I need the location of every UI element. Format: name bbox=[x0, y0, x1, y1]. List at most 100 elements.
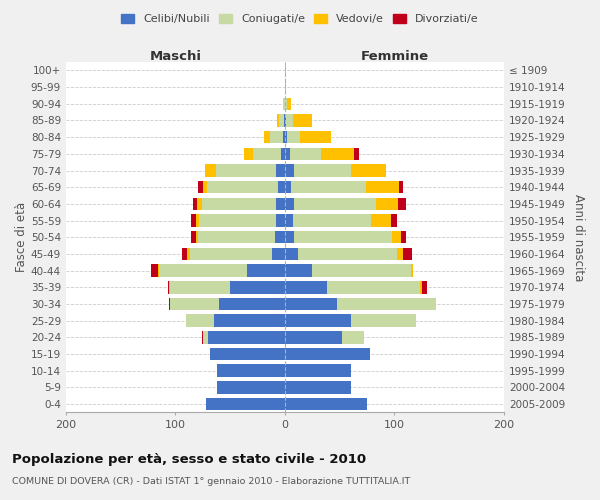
Bar bbox=[199, 214, 276, 227]
Bar bbox=[350, 164, 386, 177]
Bar bbox=[217, 364, 285, 377]
Bar bbox=[272, 248, 285, 260]
Bar bbox=[199, 181, 203, 194]
Bar bbox=[326, 281, 419, 293]
Bar bbox=[285, 231, 293, 243]
Bar bbox=[285, 264, 312, 277]
Bar bbox=[284, 114, 285, 126]
Bar bbox=[285, 81, 286, 94]
Bar bbox=[190, 248, 272, 260]
Bar bbox=[216, 164, 276, 177]
Bar bbox=[230, 281, 285, 293]
Bar bbox=[300, 131, 331, 143]
Legend: Celibi/Nubili, Coniugati/e, Vedovi/e, Divorziati/e: Celibi/Nubili, Coniugati/e, Vedovi/e, Di… bbox=[118, 10, 482, 28]
Bar bbox=[196, 214, 199, 227]
Bar bbox=[354, 148, 359, 160]
Bar bbox=[285, 131, 287, 143]
Bar bbox=[205, 164, 216, 177]
Bar bbox=[193, 198, 197, 210]
Bar bbox=[293, 198, 376, 210]
Bar bbox=[293, 214, 371, 227]
Bar bbox=[151, 264, 158, 277]
Text: Maschi: Maschi bbox=[149, 50, 202, 63]
Bar bbox=[285, 214, 293, 227]
Bar bbox=[170, 281, 230, 293]
Bar bbox=[169, 281, 170, 293]
Bar bbox=[264, 131, 269, 143]
Bar bbox=[285, 381, 350, 394]
Bar bbox=[214, 314, 285, 327]
Bar bbox=[191, 214, 196, 227]
Bar bbox=[277, 114, 280, 126]
Bar bbox=[280, 114, 284, 126]
Y-axis label: Anni di nascita: Anni di nascita bbox=[572, 194, 585, 281]
Bar bbox=[207, 181, 278, 194]
Bar bbox=[290, 148, 321, 160]
Bar bbox=[275, 231, 285, 243]
Bar bbox=[281, 148, 285, 160]
Text: Popolazione per età, sesso e stato civile - 2010: Popolazione per età, sesso e stato civil… bbox=[12, 452, 366, 466]
Bar bbox=[337, 298, 436, 310]
Bar bbox=[191, 231, 196, 243]
Bar bbox=[285, 298, 337, 310]
Bar bbox=[211, 348, 285, 360]
Bar bbox=[203, 331, 208, 344]
Bar bbox=[285, 331, 342, 344]
Bar bbox=[269, 131, 283, 143]
Bar bbox=[411, 264, 413, 277]
Bar bbox=[182, 248, 187, 260]
Bar bbox=[283, 98, 285, 110]
Bar bbox=[285, 281, 326, 293]
Bar bbox=[285, 64, 286, 76]
Bar bbox=[159, 264, 247, 277]
Bar bbox=[287, 131, 300, 143]
Bar bbox=[202, 198, 276, 210]
Bar bbox=[219, 298, 285, 310]
Bar bbox=[293, 164, 350, 177]
Bar bbox=[287, 98, 292, 110]
Bar bbox=[350, 314, 416, 327]
Bar bbox=[206, 398, 285, 410]
Bar bbox=[292, 181, 366, 194]
Bar bbox=[253, 148, 281, 160]
Bar bbox=[203, 181, 207, 194]
Bar bbox=[285, 198, 293, 210]
Bar bbox=[342, 331, 364, 344]
Bar bbox=[391, 214, 397, 227]
Bar bbox=[371, 214, 391, 227]
Bar bbox=[217, 381, 285, 394]
Bar bbox=[169, 298, 170, 310]
Bar bbox=[202, 331, 203, 344]
Bar bbox=[398, 198, 406, 210]
Bar bbox=[403, 248, 412, 260]
Bar bbox=[285, 148, 290, 160]
Bar bbox=[158, 264, 159, 277]
Bar bbox=[397, 248, 403, 260]
Bar bbox=[285, 98, 287, 110]
Bar bbox=[170, 298, 219, 310]
Bar bbox=[392, 231, 401, 243]
Bar bbox=[276, 164, 285, 177]
Bar bbox=[293, 231, 392, 243]
Bar bbox=[285, 181, 292, 194]
Bar bbox=[276, 198, 285, 210]
Bar bbox=[366, 181, 399, 194]
Bar bbox=[285, 348, 370, 360]
Bar bbox=[197, 198, 202, 210]
Bar bbox=[286, 114, 293, 126]
Bar bbox=[247, 264, 285, 277]
Text: Femmine: Femmine bbox=[361, 50, 428, 63]
Bar bbox=[244, 148, 253, 160]
Bar bbox=[199, 231, 275, 243]
Bar bbox=[293, 114, 312, 126]
Bar bbox=[283, 131, 285, 143]
Bar bbox=[321, 148, 354, 160]
Bar bbox=[285, 114, 286, 126]
Bar bbox=[208, 331, 285, 344]
Bar bbox=[285, 314, 350, 327]
Bar bbox=[312, 264, 411, 277]
Bar bbox=[278, 181, 285, 194]
Bar bbox=[422, 281, 427, 293]
Bar bbox=[376, 198, 398, 210]
Bar bbox=[399, 181, 403, 194]
